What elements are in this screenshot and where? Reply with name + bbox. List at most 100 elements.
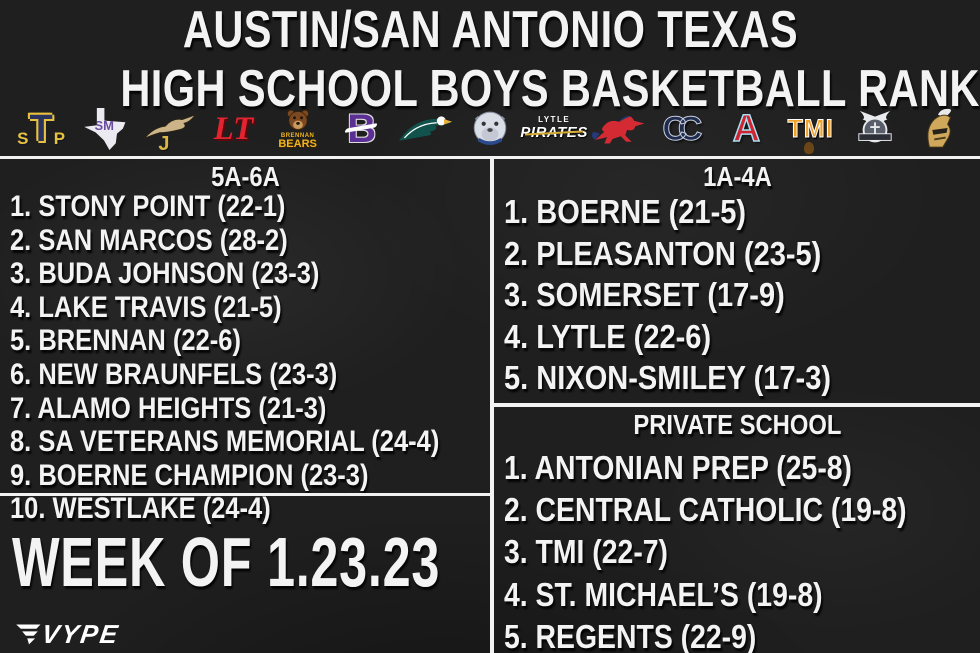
ranking-item: 3. TMI (22-7) [504, 534, 980, 576]
title-line-1: AUSTIN/SAN ANTONIO TEXAS [182, 1, 798, 59]
mustang-icon [592, 116, 645, 144]
ranking-item: 6. NEW BRAUNFELS (23-3) [10, 357, 490, 395]
bulldog-icon [473, 111, 507, 146]
lake-travis-letters: LT [213, 110, 254, 147]
jaguar-icon [144, 113, 198, 139]
ranking-text: 9. BOERNE CHAMPION (23-3) [10, 458, 369, 492]
stony-point-t: T [29, 108, 53, 150]
texas-shape-icon: SM [84, 108, 126, 150]
logo-tmi: TMI [780, 105, 842, 154]
title-line-2: HIGH SCHOOL BOYS BASKETBALL RANKINGS [120, 60, 980, 118]
brennan-text: BRENNAN [280, 133, 315, 139]
logo-stony-point: T S P [10, 105, 72, 153]
section-right: 1A-4A 1. BOERNE (21-5) 2. PLEASANTON (23… [494, 159, 980, 653]
section-header-1a4a: 1A-4A [494, 163, 980, 196]
ranking-item: 1. STONY POINT (22-1) [10, 190, 490, 227]
rankings-list-private: 1. ANTONIAN PREP (25-8) 2. CENTRAL CATHO… [504, 450, 980, 653]
lytle-text: LYTLE [538, 115, 571, 124]
header-1a4a-text: 1A-4A [702, 161, 772, 192]
ranking-item: 1. BOERNE (21-5) [504, 193, 980, 237]
panther-icon [803, 142, 814, 154]
stony-point-s: S [17, 129, 29, 148]
ranking-text: 2. CENTRAL CATHOLIC (19-8) [504, 491, 907, 529]
title-line-2-wrap: HIGH SCHOOL BOYS BASKETBALL RANKINGS [0, 60, 980, 125]
logo-pleasanton [395, 105, 457, 153]
left-divider [0, 493, 490, 496]
ranking-item: 3. BUDA JOHNSON (23-3) [10, 257, 490, 294]
ranking-item: 2. PLEASANTON (23-5) [504, 234, 980, 279]
logo-brennan: BRENNAN BEARS [267, 105, 329, 153]
antonian-letter: A [732, 107, 761, 151]
logo-nixon-smiley [587, 105, 649, 153]
ranking-text: 10. WESTLAKE (24-4) [10, 492, 271, 526]
bears-text: BEARS [278, 138, 317, 150]
logo-regents [908, 105, 970, 153]
vertical-divider [490, 156, 494, 653]
ranking-item: 1. ANTONIAN PREP (25-8) [504, 450, 980, 492]
ranking-text: 1. ANTONIAN PREP (25-8) [504, 449, 853, 486]
ranking-item: 3. SOMERSET (17-9) [504, 278, 980, 320]
ranking-text: 5. NIXON-SMILEY (17-3) [504, 359, 832, 397]
ranking-item: 2. CENTRAL CATHOLIC (19-8) [504, 492, 980, 534]
logo-san-marcos: SM [74, 105, 136, 153]
ranking-text: 2. PLEASANTON (23-5) [504, 234, 822, 272]
ranking-item: 8. SA VETERANS MEMORIAL (24-4) [10, 425, 490, 462]
ranking-text: 4. ST. MICHAEL’S (19-8) [504, 575, 823, 613]
ranking-text: 2. SAN MARCOS (28-2) [10, 223, 288, 257]
johnson-letter: J [158, 133, 170, 155]
ranking-item: 4. ST. MICHAEL’S (19-8) [504, 575, 980, 619]
vype-v-icon [16, 624, 41, 645]
ranking-text: 6. NEW BRAUNFELS (23-3) [10, 357, 338, 391]
ranking-text: 5. REGENTS (22-9) [504, 617, 757, 653]
knight-helmet-icon [927, 108, 951, 148]
ranking-text: 3. BUDA JOHNSON (23-3) [10, 257, 320, 291]
page-title: AUSTIN/SAN ANTONIO TEXAS HIGH SCHOOL BOY… [0, 1, 980, 125]
week-label-text: WEEK OF 1.23.23 [12, 523, 441, 601]
san-marcos-letters: SM [94, 117, 115, 133]
header-private-text: PRIVATE SCHOOL [632, 409, 842, 440]
ranking-item: 2. SAN MARCOS (28-2) [10, 223, 490, 261]
ranking-text: 1. STONY POINT (22-1) [10, 190, 286, 223]
ranking-text: 4. LYTLE (22-6) [504, 317, 712, 355]
ranking-text: 8. SA VETERANS MEMORIAL (24-4) [10, 425, 440, 459]
logo-lake-travis: LT [203, 105, 265, 153]
vype-logo: VYPE [12, 619, 122, 649]
title-line-1-wrap: AUSTIN/SAN ANTONIO TEXAS [0, 1, 980, 66]
section-header-5a6a: 5A-6A [0, 163, 490, 196]
section-header-private: PRIVATE SCHOOL [494, 411, 980, 444]
rankings-list-1a4a: 1. BOERNE (21-5) 2. PLEASANTON (23-5) 3.… [504, 193, 980, 403]
ranking-text: 4. LAKE TRAVIS (21-5) [10, 290, 282, 324]
section-5a6a: 5A-6A 1. STONY POINT (22-1) 2. SAN MARCO… [0, 159, 490, 653]
ranking-item: 7. ALAMO HEIGHTS (21-3) [10, 391, 490, 429]
logo-lytle: LYTLE PIRATES [520, 105, 587, 153]
logo-somerset [459, 105, 521, 153]
central-catholic-letters: CC [662, 109, 703, 148]
ranking-item: 5. NIXON-SMILEY (17-3) [504, 361, 980, 403]
ranking-text: 5. BRENNAN (22-6) [10, 324, 241, 358]
team-logo-row: T S P SM J LT [8, 104, 972, 155]
tmi-letters: TMI [787, 114, 834, 143]
vype-brand-text: VYPE [39, 619, 122, 649]
eagle-icon [398, 116, 452, 141]
winged-crest-icon [858, 110, 892, 143]
ranking-item: 4. LAKE TRAVIS (21-5) [10, 290, 490, 328]
logo-boerne: B [331, 105, 393, 153]
stony-point-p: P [53, 129, 66, 148]
rankings-list-5a6a: 1. STONY POINT (22-1) 2. SAN MARCOS (28-… [10, 190, 490, 529]
logo-central-catholic: CC [651, 105, 713, 153]
week-label: WEEK OF 1.23.23 [12, 523, 607, 613]
ranking-item: 9. BOERNE CHAMPION (23-3) [10, 458, 490, 496]
logo-antonian: A [716, 105, 778, 153]
ranking-item: 5. BRENNAN (22-6) [10, 324, 490, 361]
ranking-text: 7. ALAMO HEIGHTS (21-3) [10, 391, 327, 425]
ranking-text: 3. TMI (22-7) [504, 533, 669, 571]
logo-buda-johnson: J [138, 105, 200, 155]
ranking-item: 5. REGENTS (22-9) [504, 619, 980, 653]
ranking-item: 10. WESTLAKE (24-4) [10, 492, 490, 529]
bear-icon [286, 109, 309, 131]
right-divider [494, 403, 980, 407]
header-5a6a-text: 5A-6A [210, 161, 280, 192]
ranking-text: 1. BOERNE (21-5) [504, 193, 747, 230]
logo-st-michaels [844, 105, 906, 153]
